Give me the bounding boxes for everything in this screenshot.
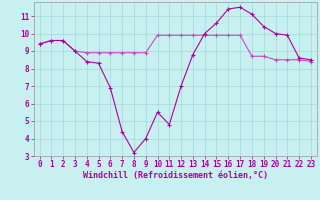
X-axis label: Windchill (Refroidissement éolien,°C): Windchill (Refroidissement éolien,°C): [83, 171, 268, 180]
